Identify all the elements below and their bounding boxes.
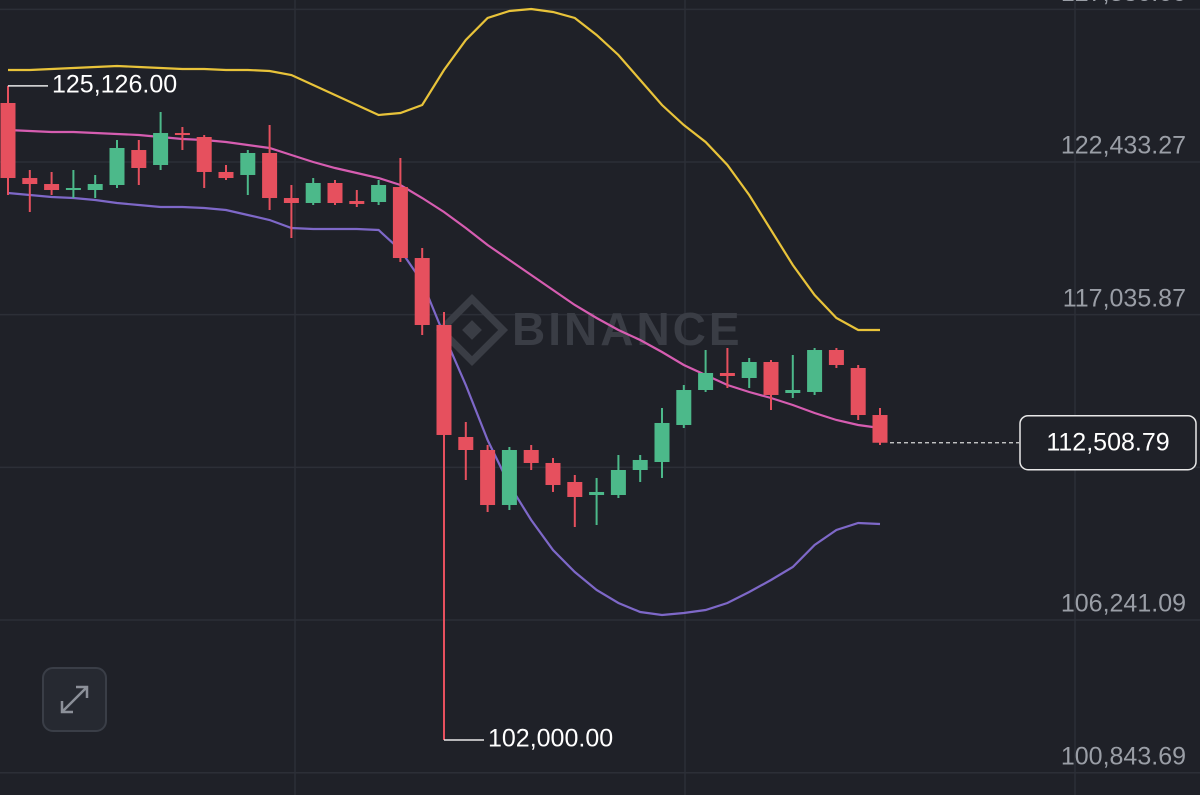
y-tick-label: 100,843.69 xyxy=(1061,742,1186,770)
expand-icon xyxy=(60,685,89,714)
band-line xyxy=(8,7,880,332)
candle-body xyxy=(763,361,779,395)
candle-body xyxy=(218,171,234,179)
candle-body xyxy=(632,459,648,471)
candle-body xyxy=(436,324,452,435)
candle-body xyxy=(65,188,81,191)
candle-body xyxy=(109,148,125,186)
candle-body xyxy=(850,367,866,416)
candle-body xyxy=(741,361,757,379)
candle-body xyxy=(327,182,343,203)
logo-shape xyxy=(435,293,509,367)
candle-body xyxy=(458,436,474,451)
candle-body xyxy=(153,133,169,166)
candle-body xyxy=(567,481,583,497)
y-tick-label: 127,830.66 xyxy=(1061,0,1186,7)
candle-body xyxy=(44,184,60,191)
candle-body xyxy=(828,350,844,365)
candle-body xyxy=(523,450,539,463)
candle-body xyxy=(807,350,823,392)
candle-body xyxy=(589,491,605,496)
last-price-box xyxy=(1019,414,1197,471)
candles xyxy=(0,85,888,741)
y-tick-label: 122,433.27 xyxy=(1061,132,1186,160)
annotation-label: 125,126.00 xyxy=(52,70,177,98)
candle-body xyxy=(305,182,321,203)
candle-body xyxy=(0,102,16,179)
watermark-text: BINANCE xyxy=(512,303,743,355)
candle-body xyxy=(283,198,299,203)
candle-body xyxy=(698,373,714,391)
candle-body xyxy=(349,201,365,205)
expand-button[interactable] xyxy=(42,667,107,732)
labels: 127,830.66122,433.27117,035.87111,638.48… xyxy=(8,0,1197,770)
y-tick-label: 117,035.87 xyxy=(1063,284,1186,312)
candle-body xyxy=(131,150,147,169)
y-tick-label: 106,241.09 xyxy=(1061,590,1186,618)
candle-body xyxy=(872,415,888,443)
candle-body xyxy=(719,373,735,377)
candle-body xyxy=(371,185,387,203)
annotation-label: 102,000.00 xyxy=(488,725,613,753)
candle-body xyxy=(174,133,190,136)
candle-body xyxy=(676,390,692,425)
candle-body xyxy=(480,450,496,505)
candle-body xyxy=(22,178,38,185)
candle-body xyxy=(196,136,212,172)
candle-body xyxy=(610,470,626,496)
candle-body xyxy=(501,450,517,505)
last-price-label: 112,508.79 xyxy=(1046,428,1169,456)
candle-body xyxy=(785,390,801,394)
candle-body xyxy=(392,187,408,259)
candle-body xyxy=(87,184,103,191)
candle-body xyxy=(654,422,670,462)
candle-body xyxy=(545,462,561,485)
watermark: BINANCE xyxy=(435,293,743,367)
candle-body xyxy=(240,153,256,175)
watermark-logo xyxy=(435,293,509,367)
logo-shape xyxy=(462,320,482,340)
candle-body xyxy=(262,153,278,199)
candle-body xyxy=(414,258,430,325)
